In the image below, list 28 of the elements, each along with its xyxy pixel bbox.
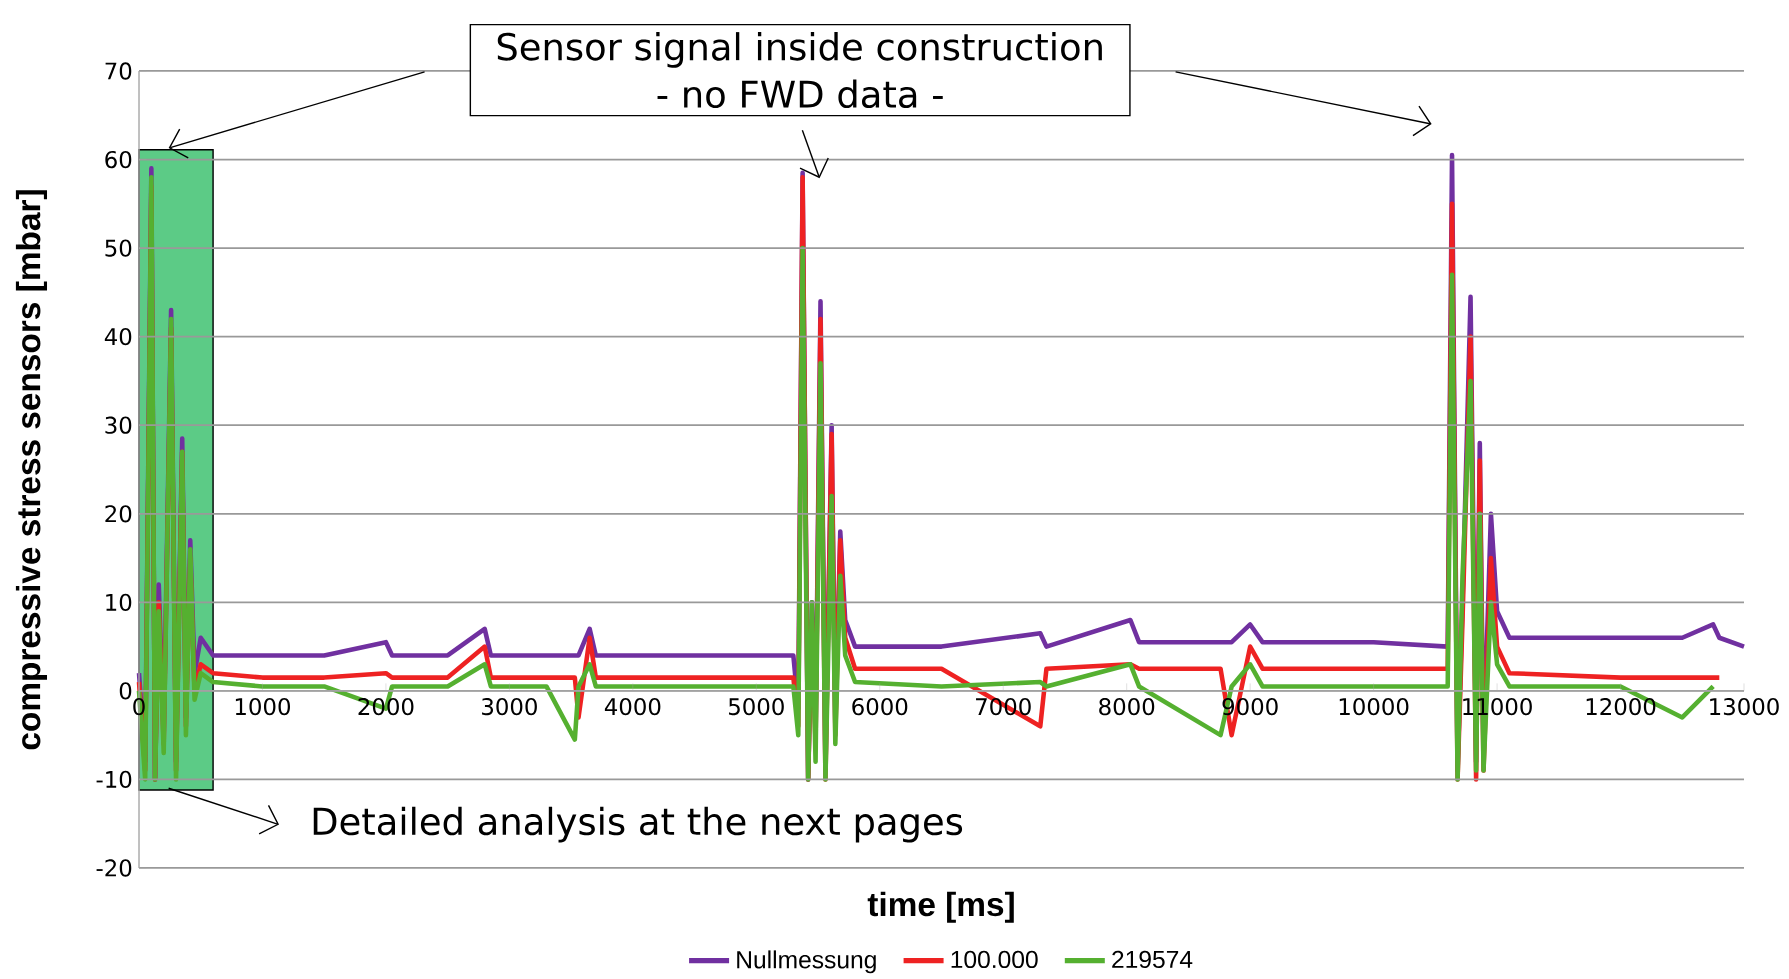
x-tick-label: 10000	[1339, 697, 1409, 716]
x-tick-label: 2000	[358, 697, 414, 716]
y-tick-label: 30	[105, 416, 132, 434]
y-tick-label: 40	[104, 328, 132, 346]
annotation: Detailed analysis at the next pages	[313, 806, 963, 843]
text: Sensor signal inside construction	[497, 32, 1102, 68]
x-tick-label: 3000	[482, 697, 537, 716]
y-tick-label: 0	[119, 682, 132, 700]
x-tick-label: 1000	[235, 697, 290, 716]
x-tick-label: 8000	[1099, 697, 1155, 716]
x-tick-label: 4000	[604, 697, 661, 716]
y-tick-label: 20	[105, 505, 132, 523]
x-tick-label: 12000	[1586, 697, 1656, 716]
legend-label: 219574	[1112, 950, 1193, 969]
y-tick-label: -20	[96, 859, 132, 877]
x-tick-label: 5000	[729, 697, 784, 716]
annotation: - no FWD data -	[657, 79, 943, 109]
y-tick-label: 50	[105, 239, 132, 257]
y-tick-label: 10	[106, 593, 132, 611]
x-axis-title: time [ms]	[867, 891, 1014, 923]
y-axis-title: compressive stress sensors [mbar]	[15, 190, 48, 750]
y-tick-label: 70	[105, 62, 132, 80]
legend-label: Nullmessung	[737, 950, 876, 974]
legend-label: 100.000	[951, 950, 1038, 969]
x-tick-label: 6000	[852, 697, 908, 716]
y-tick-label: 60	[105, 150, 132, 169]
x-tick-label: 13000	[1710, 697, 1779, 716]
y-tick-label: -10	[96, 770, 132, 789]
